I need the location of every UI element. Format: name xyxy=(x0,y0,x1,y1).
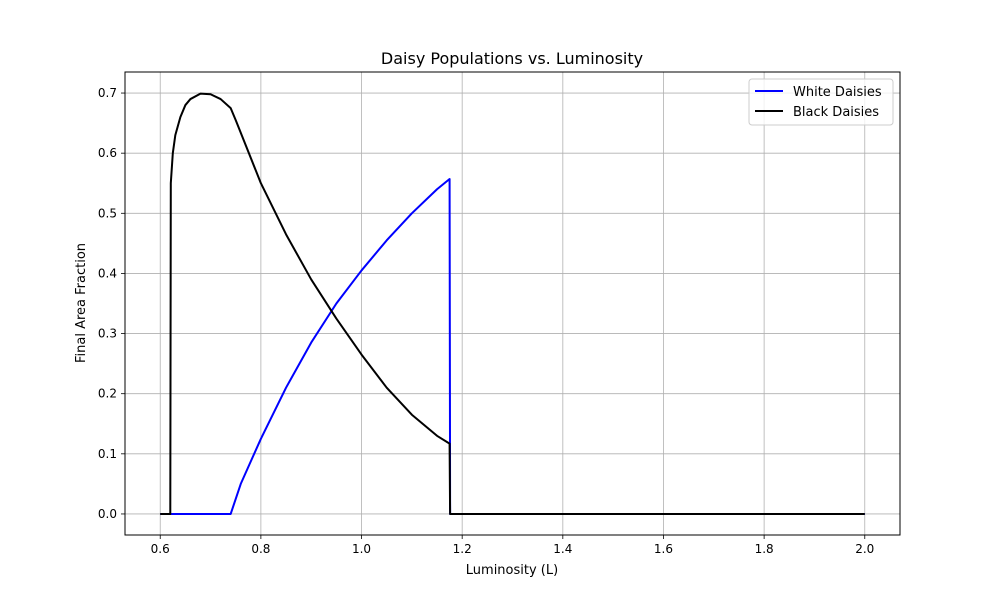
y-tick-label: 0.7 xyxy=(98,86,117,100)
legend-label-white-daisies: White Daisies xyxy=(793,85,882,100)
grid-lines xyxy=(125,72,900,535)
y-tick-label: 0.4 xyxy=(98,266,117,280)
x-tick-label: 1.0 xyxy=(352,542,371,556)
y-tick-label: 0.5 xyxy=(98,206,117,220)
x-tick-label: 1.6 xyxy=(654,542,673,556)
x-axis-label: Luminosity (L) xyxy=(466,563,558,578)
y-tick-label: 0.3 xyxy=(98,327,117,341)
x-tick-label: 2.0 xyxy=(855,542,874,556)
legend-box xyxy=(748,78,894,126)
chart-title: Daisy Populations vs. Luminosity xyxy=(381,49,643,68)
legend-label-black-daisies: Black Daisies xyxy=(793,105,879,120)
x-tick-label: 1.2 xyxy=(453,542,472,556)
data-series xyxy=(160,92,865,515)
plot-area-frame xyxy=(124,71,901,536)
series-line-white-daisies xyxy=(160,178,865,515)
series-line-black-daisies xyxy=(160,92,865,515)
y-tick-label: 0.0 xyxy=(98,507,117,521)
x-tick-label: 1.8 xyxy=(755,542,774,556)
legend: White Daisies Black Daisies xyxy=(748,78,894,126)
y-axis-label: Final Area Fraction xyxy=(74,243,89,363)
y-tick-label: 0.2 xyxy=(98,387,117,401)
x-tick-label: 0.6 xyxy=(151,542,170,556)
y-tick-label: 0.6 xyxy=(98,146,117,160)
x-tick-label: 1.4 xyxy=(553,542,572,556)
axis-ticks: 0.6 0.8 1.0 1.2 1.4 1.6 1.8 2.0 0.0 0.1 0.2 0.3 0.4 0… xyxy=(98,86,874,556)
y-tick-label: 0.1 xyxy=(98,447,117,461)
x-tick-label: 0.8 xyxy=(251,542,270,556)
